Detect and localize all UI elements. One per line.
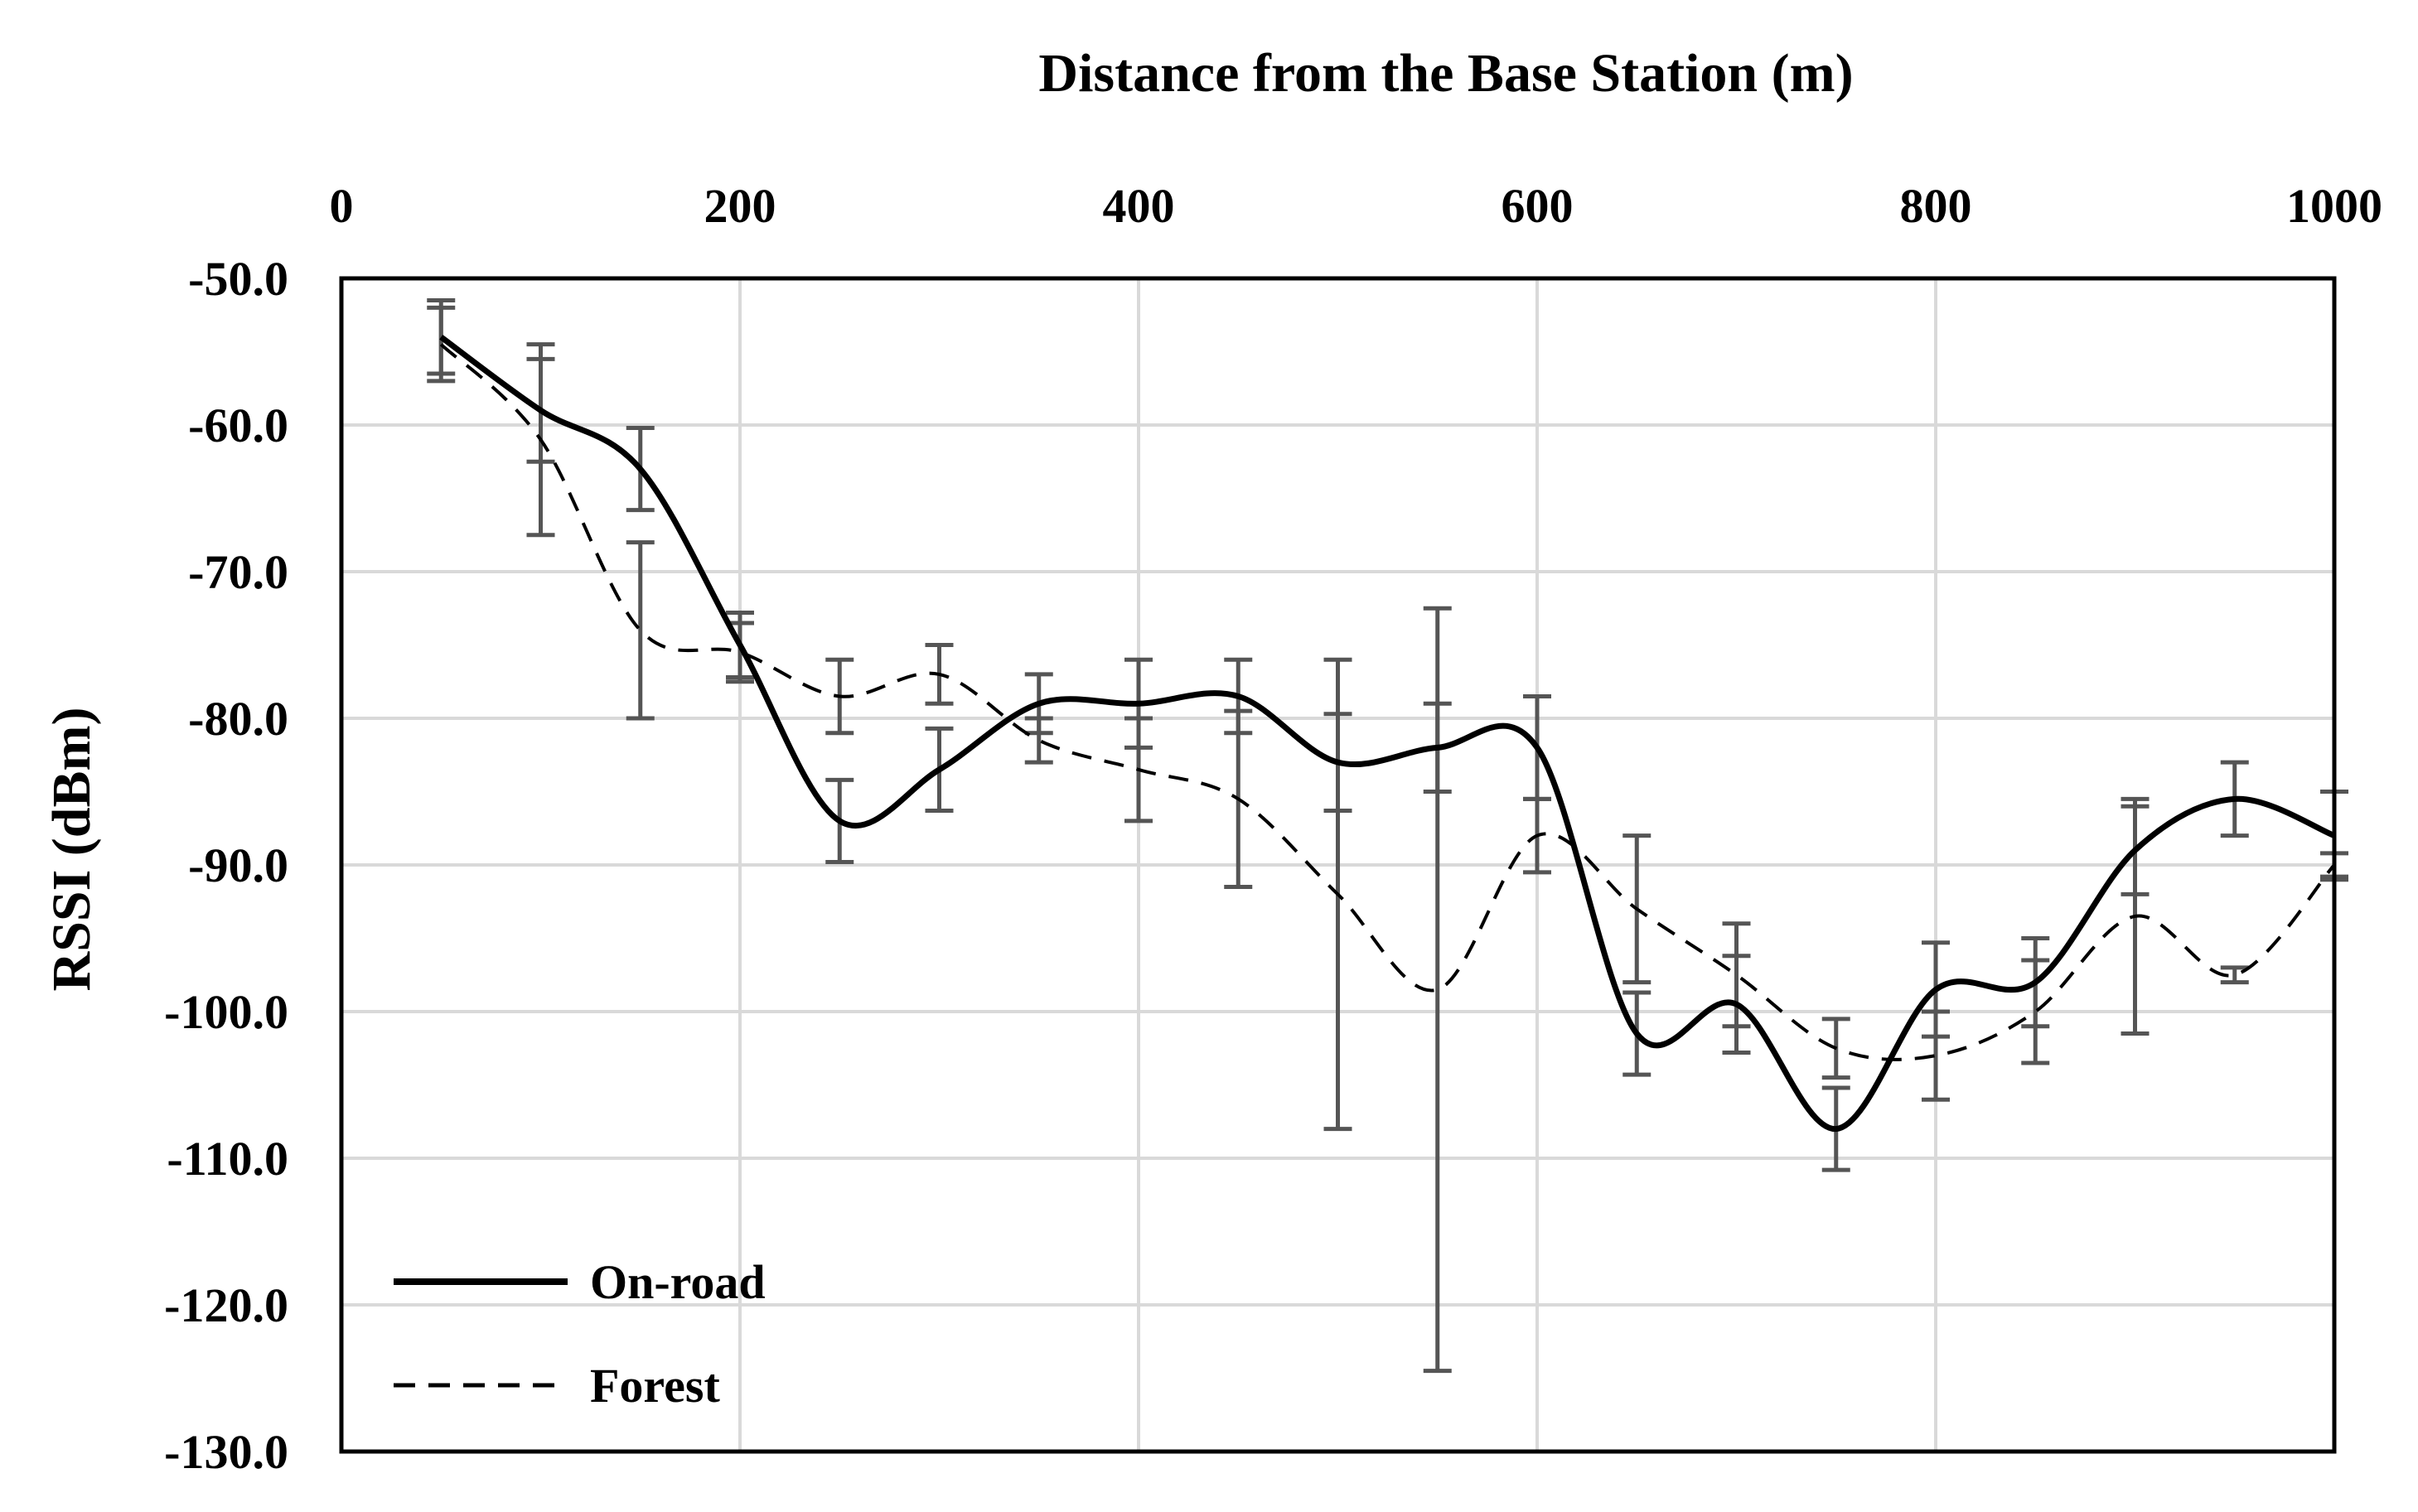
- y-tick-label: -90.0: [188, 838, 288, 892]
- error-bars: [427, 298, 2348, 1374]
- legend: On-road Forest: [394, 1255, 766, 1413]
- y-tick-label: -50.0: [188, 252, 288, 306]
- y-axis-tick-labels: -50.0 -60.0 -70.0 -80.0 -90.0 -100.0 -110.0 -12…: [164, 252, 288, 1479]
- x-tick-label: 200: [704, 179, 776, 233]
- y-tick-label: -130.0: [164, 1425, 288, 1479]
- x-axis-title: Distance from the Base Station (m): [1038, 43, 1853, 104]
- y-tick-label: -100.0: [164, 985, 288, 1039]
- legend-label-forest: Forest: [590, 1359, 720, 1413]
- y-tick-label: -60.0: [188, 399, 288, 452]
- y-tick-label: -70.0: [188, 545, 288, 599]
- y-axis-title: RSSI (dBm): [41, 708, 102, 992]
- series-line-on-road: [439, 334, 2336, 1133]
- y-tick-label: -110.0: [167, 1132, 288, 1186]
- y-tick-label: -120.0: [164, 1278, 288, 1332]
- x-tick-label: 800: [1900, 179, 1972, 233]
- x-tick-label: 0: [330, 179, 354, 233]
- error-bar: [626, 540, 655, 721]
- error-bar: [1722, 921, 1751, 1029]
- error-bar: [1423, 606, 1452, 1374]
- series-line-forest: [439, 343, 2336, 1061]
- x-tick-label: 600: [1502, 179, 1574, 233]
- x-tick-label: 400: [1103, 179, 1175, 233]
- series-lines: [439, 334, 2336, 1133]
- x-axis-tick-labels: 0 200 400 600 800 1000: [330, 179, 2383, 233]
- legend-label-on-road: On-road: [590, 1255, 766, 1309]
- error-bar: [1922, 1009, 1950, 1102]
- plot-frame: [339, 276, 2337, 1454]
- error-bar: [2220, 965, 2249, 985]
- error-bar: [1024, 716, 1053, 765]
- y-tick-label: -80.0: [188, 692, 288, 746]
- x-tick-label: 1000: [2286, 179, 2382, 233]
- error-bar: [2021, 958, 2050, 1065]
